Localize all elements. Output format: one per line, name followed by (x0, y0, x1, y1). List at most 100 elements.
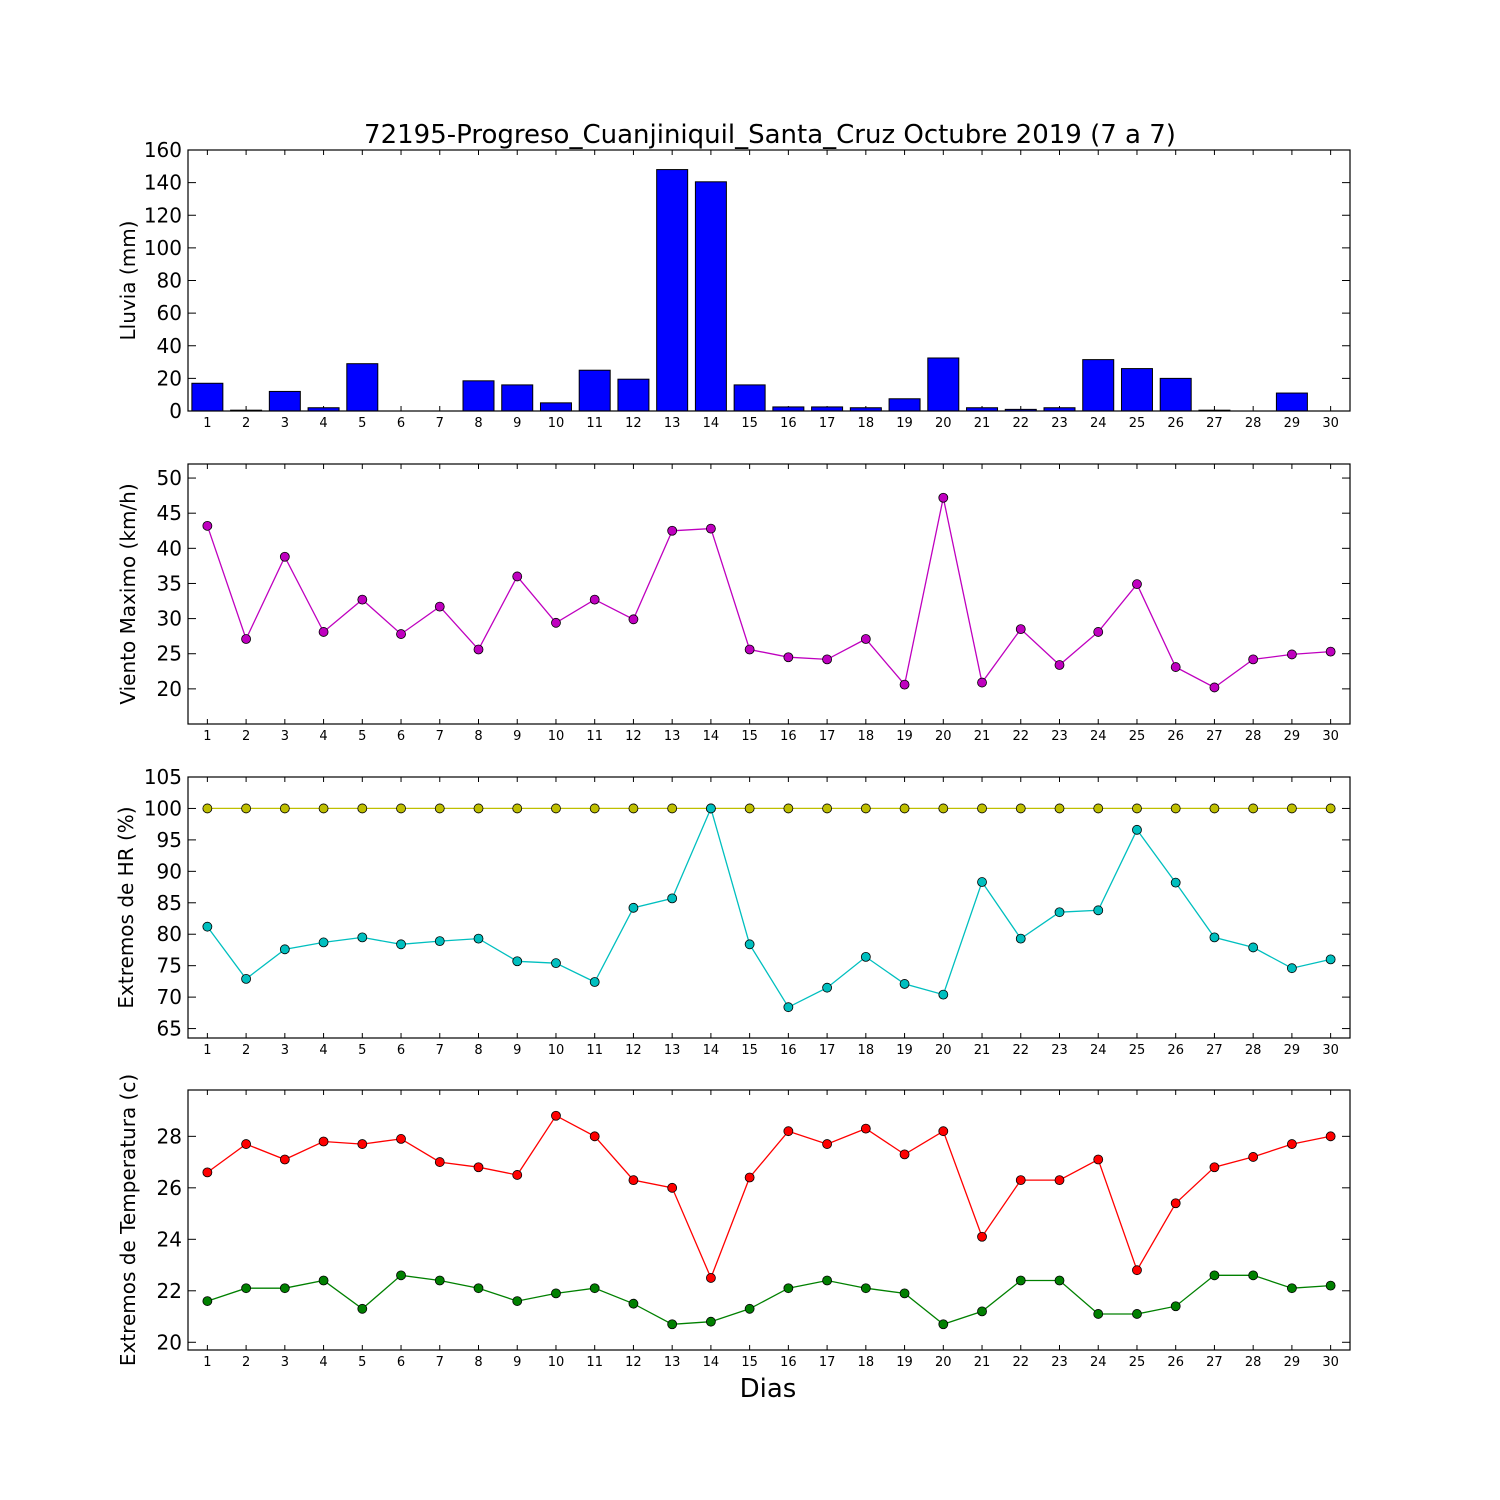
data-point (318, 1136, 329, 1147)
x-tick-label: 21 (974, 1355, 991, 1370)
data-point (589, 1283, 600, 1294)
data-point (1209, 932, 1220, 943)
x-tick-label: 15 (741, 416, 758, 431)
data-point (628, 614, 639, 625)
data-point (396, 1270, 406, 1281)
x-tick-label: 7 (436, 1355, 444, 1370)
x-tick-label: 11 (586, 1043, 603, 1058)
x-tick-label: 9 (513, 729, 521, 744)
x-tick-label: 28 (1245, 1043, 1262, 1058)
y-tick-label: 26 (157, 1176, 182, 1200)
data-point (1209, 803, 1220, 814)
y-tick-label: 80 (157, 922, 182, 946)
data-point (512, 956, 523, 967)
data-point (899, 679, 910, 690)
data-point (1325, 1280, 1336, 1291)
data-point (783, 803, 794, 814)
x-tick-label: 8 (474, 416, 482, 431)
data-point (899, 979, 910, 989)
x-tick-label: 10 (548, 1043, 565, 1058)
data-point (202, 1296, 213, 1306)
y-tick-label: 90 (157, 859, 182, 883)
data-point (473, 933, 484, 944)
bar (268, 390, 301, 412)
x-tick-label: 28 (1245, 729, 1262, 744)
series-line-temperature-1 (207, 1274, 1331, 1326)
x-tick-label: 19 (896, 1355, 913, 1370)
x-tick-label: 17 (819, 729, 836, 744)
y-tick-label: 85 (157, 891, 182, 915)
data-point (744, 1303, 755, 1314)
x-tick-label: 20 (935, 729, 952, 744)
x-tick-label: 2 (242, 416, 250, 431)
x-tick-label: 12 (625, 1355, 642, 1370)
x-tick-label: 4 (319, 729, 327, 744)
data-point (1054, 660, 1065, 670)
x-tick-label: 29 (1284, 729, 1301, 744)
data-point (1054, 907, 1065, 918)
data-point (628, 1298, 639, 1309)
data-point (396, 629, 406, 639)
data-point (318, 627, 329, 637)
x-tick-label: 27 (1206, 416, 1223, 431)
data-point (822, 654, 832, 665)
x-tick-label: 25 (1129, 416, 1146, 431)
x-tick-label: 6 (397, 416, 405, 431)
data-point (860, 803, 871, 814)
x-tick-label: 18 (858, 729, 875, 744)
plot-frame (187, 463, 1351, 725)
x-tick-label: 27 (1206, 1043, 1223, 1058)
data-point (357, 932, 368, 943)
data-point (1170, 1301, 1181, 1312)
y-axis-label-rain: Lluvia (mm) (116, 221, 140, 341)
x-tick-label: 11 (586, 1355, 603, 1370)
y-axis-label-humidity: Extremos de HR (%) (114, 806, 138, 1008)
data-point (473, 803, 484, 814)
y-tick-label: 140 (144, 171, 182, 195)
x-tick-label: 6 (397, 729, 405, 744)
x-tick-label: 17 (819, 1355, 836, 1370)
data-point (1015, 803, 1026, 814)
data-point (628, 1175, 639, 1185)
x-tick-label: 27 (1206, 729, 1223, 744)
y-tick-label: 120 (144, 203, 182, 227)
data-point (822, 1139, 832, 1149)
data-point (241, 973, 252, 984)
x-tick-label: 19 (896, 729, 913, 744)
data-point (551, 958, 561, 969)
x-tick-label: 30 (1322, 1355, 1339, 1370)
x-tick-label: 11 (586, 729, 603, 744)
bar (462, 380, 495, 412)
y-tick-label: 20 (157, 1330, 182, 1354)
y-tick-label: 30 (157, 607, 182, 631)
data-point (899, 1288, 910, 1299)
data-point (589, 803, 600, 814)
x-tick-label: 1 (203, 1355, 211, 1370)
data-point (1015, 1275, 1026, 1286)
data-point (1170, 803, 1181, 814)
x-tick-label: 5 (358, 729, 366, 744)
bar (539, 402, 572, 412)
data-point (1287, 803, 1297, 814)
data-point (1132, 1265, 1142, 1276)
y-tick-label: 60 (157, 301, 182, 325)
x-tick-label: 20 (935, 1355, 952, 1370)
y-tick-label: 25 (157, 642, 182, 666)
series-line-humidity-1 (206, 806, 1331, 1009)
data-point (783, 1002, 794, 1013)
x-tick-label: 1 (203, 1043, 211, 1058)
data-point (279, 1154, 290, 1165)
data-point (977, 677, 987, 688)
data-point (822, 803, 832, 814)
bar (617, 378, 650, 412)
y-tick-label: 40 (157, 334, 182, 358)
data-point (1209, 682, 1220, 693)
x-tick-label: 25 (1129, 729, 1146, 744)
x-axis-label: Dias (740, 1374, 797, 1404)
bar (811, 406, 844, 412)
data-point (860, 1283, 871, 1294)
bar (733, 384, 766, 412)
